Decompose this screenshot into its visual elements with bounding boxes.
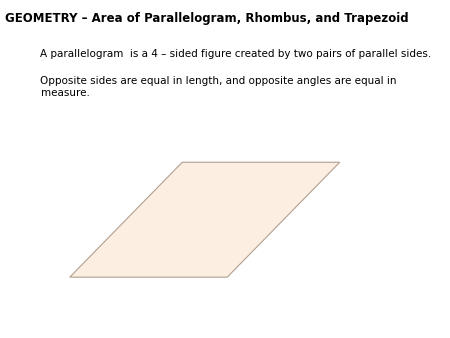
- Polygon shape: [70, 162, 340, 277]
- Text: A parallelogram  is a 4 – sided figure created by two pairs of parallel sides.: A parallelogram is a 4 – sided figure cr…: [40, 49, 432, 59]
- Text: GEOMETRY – Area of Parallelogram, Rhombus, and Trapezoid: GEOMETRY – Area of Parallelogram, Rhombu…: [5, 12, 409, 25]
- Text: Opposite sides are equal in length, and opposite angles are equal in
measure.: Opposite sides are equal in length, and …: [40, 76, 397, 98]
